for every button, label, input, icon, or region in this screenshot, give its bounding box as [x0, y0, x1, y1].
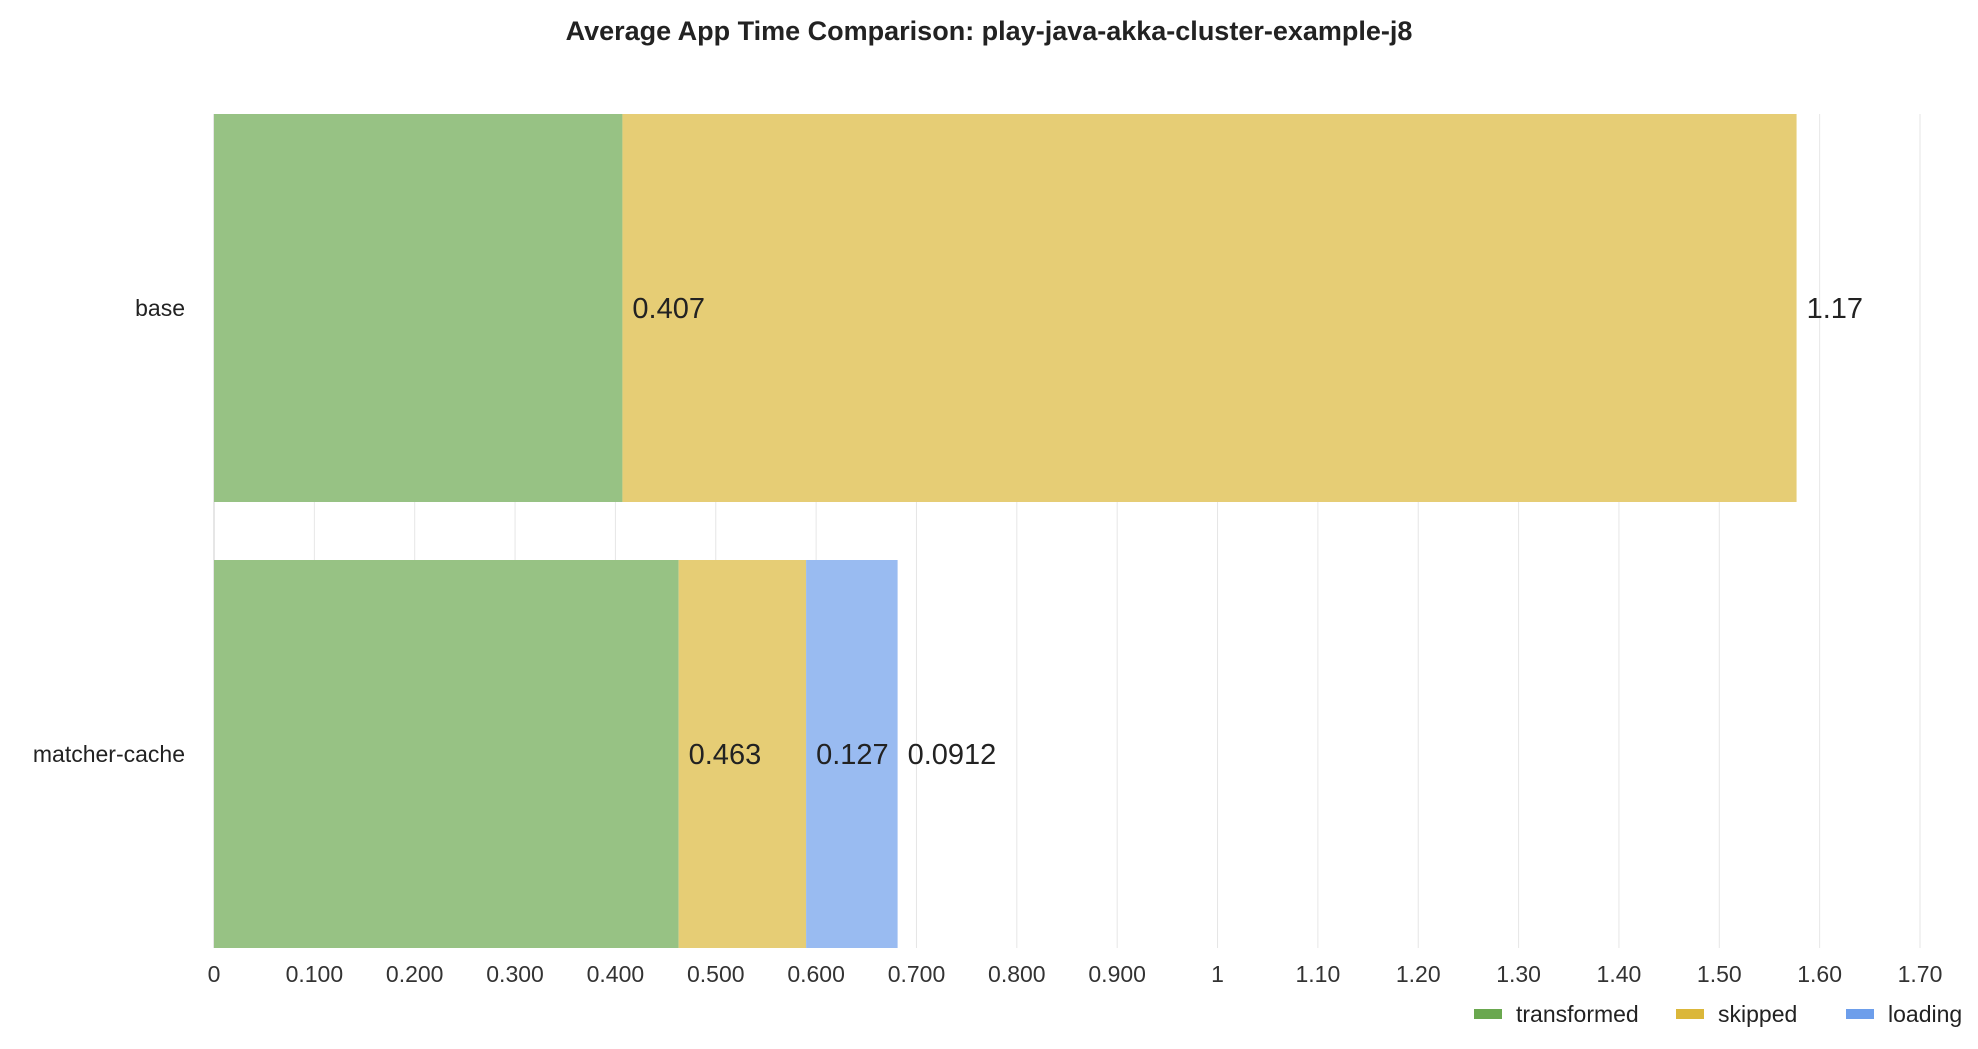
- legend: transformed skipped loading: [1474, 1001, 1962, 1027]
- legend-label-skipped: skipped: [1718, 1001, 1797, 1027]
- y-axis-labels: base matcher-cache: [33, 295, 185, 767]
- x-tick-label: 1.10: [1295, 961, 1340, 987]
- x-tick-label: 0.400: [587, 961, 645, 987]
- bar-skipped[interactable]: [622, 114, 1797, 502]
- data-label: 0.127: [816, 739, 889, 771]
- x-tick-label: 0.100: [286, 961, 344, 987]
- x-tick-label: 0.700: [888, 961, 946, 987]
- x-tick-label: 1: [1211, 961, 1224, 987]
- x-tick-label: 0.900: [1088, 961, 1146, 987]
- x-tick-label: 1.60: [1797, 961, 1842, 987]
- x-tick-label: 1.20: [1396, 961, 1441, 987]
- y-tick-label: matcher-cache: [33, 741, 185, 767]
- x-tick-label: 0.800: [988, 961, 1046, 987]
- bar-skipped[interactable]: [678, 560, 807, 948]
- x-tick-label: 0.300: [486, 961, 544, 987]
- x-tick-label: 0.200: [386, 961, 444, 987]
- data-label: 1.17: [1807, 293, 1863, 325]
- data-label: 0.0912: [908, 739, 997, 771]
- legend-swatch-transformed: [1474, 1009, 1502, 1019]
- bar-transformed[interactable]: [214, 560, 679, 948]
- x-tick-label: 0.600: [787, 961, 845, 987]
- legend-swatch-loading: [1846, 1009, 1874, 1019]
- chart-title: Average App Time Comparison: play-java-a…: [566, 16, 1413, 46]
- legend-label-transformed: transformed: [1516, 1001, 1639, 1027]
- bar-transformed[interactable]: [214, 114, 623, 502]
- data-label: 0.463: [689, 739, 762, 771]
- x-tick-label: 1.70: [1898, 961, 1943, 987]
- x-tick-label: 1.50: [1697, 961, 1742, 987]
- legend-label-loading: loading: [1888, 1001, 1962, 1027]
- bars: [214, 114, 1797, 948]
- legend-swatch-skipped: [1676, 1009, 1704, 1019]
- data-labels: 0.407 1.17 0.463 0.127 0.0912: [632, 293, 1863, 771]
- x-axis-labels: 0 0.100 0.200 0.300 0.400 0.500 0.600 0.700 0.80…: [208, 961, 1943, 987]
- x-tick-label: 0.500: [687, 961, 745, 987]
- x-tick-label: 0: [208, 961, 221, 987]
- bar-loading[interactable]: [806, 560, 898, 948]
- y-tick-label: base: [135, 295, 185, 321]
- x-tick-label: 1.40: [1597, 961, 1642, 987]
- x-tick-label: 1.30: [1496, 961, 1541, 987]
- data-label: 0.407: [632, 293, 705, 325]
